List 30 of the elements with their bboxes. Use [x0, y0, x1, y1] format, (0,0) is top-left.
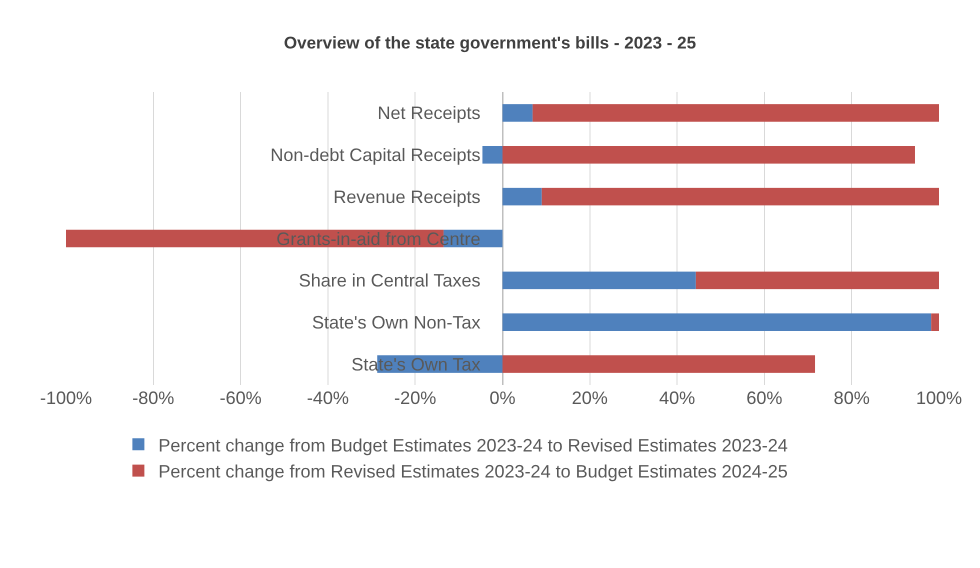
bar	[482, 146, 502, 164]
x-tick-label: 60%	[746, 388, 782, 408]
y-tick-label: State's Own Non-Tax	[312, 312, 480, 333]
x-tick-label: 20%	[572, 388, 608, 408]
legend-label: Percent change from Budget Estimates 2023-24 to Revised Estimates 2023-24	[158, 435, 788, 456]
y-tick-label: Share in Central Taxes	[298, 270, 480, 291]
x-tick-label: 100%	[916, 388, 962, 408]
x-tick-label: -100%	[40, 388, 92, 408]
bar	[502, 272, 696, 290]
bar	[502, 104, 533, 122]
chart-title: Overview of the state government's bills - 2023 - 25	[284, 34, 696, 53]
x-tick-label: -20%	[394, 388, 436, 408]
x-tick-label: -60%	[220, 388, 262, 408]
y-tick-label: Non-debt Capital Receipts	[270, 145, 480, 166]
legend-label: Percent change from Revised Estimates 2023-24 to Budget Estimates 2024-25	[158, 462, 788, 482]
x-tick-label: 80%	[834, 388, 870, 408]
bar	[931, 313, 939, 331]
y-tick-label: Net Receipts	[377, 103, 480, 124]
bar	[532, 104, 939, 122]
y-tick-label: Revenue Receipts	[333, 186, 480, 207]
x-tick-label: 40%	[659, 388, 696, 408]
x-tick-label: 0%	[489, 388, 516, 408]
x-tick-label: -40%	[306, 388, 349, 408]
bar	[502, 188, 542, 206]
bar	[696, 272, 939, 290]
bar	[502, 355, 816, 373]
bar	[502, 146, 915, 164]
bar	[502, 313, 932, 331]
x-tick-label: -80%	[132, 388, 174, 408]
bar	[542, 188, 939, 206]
